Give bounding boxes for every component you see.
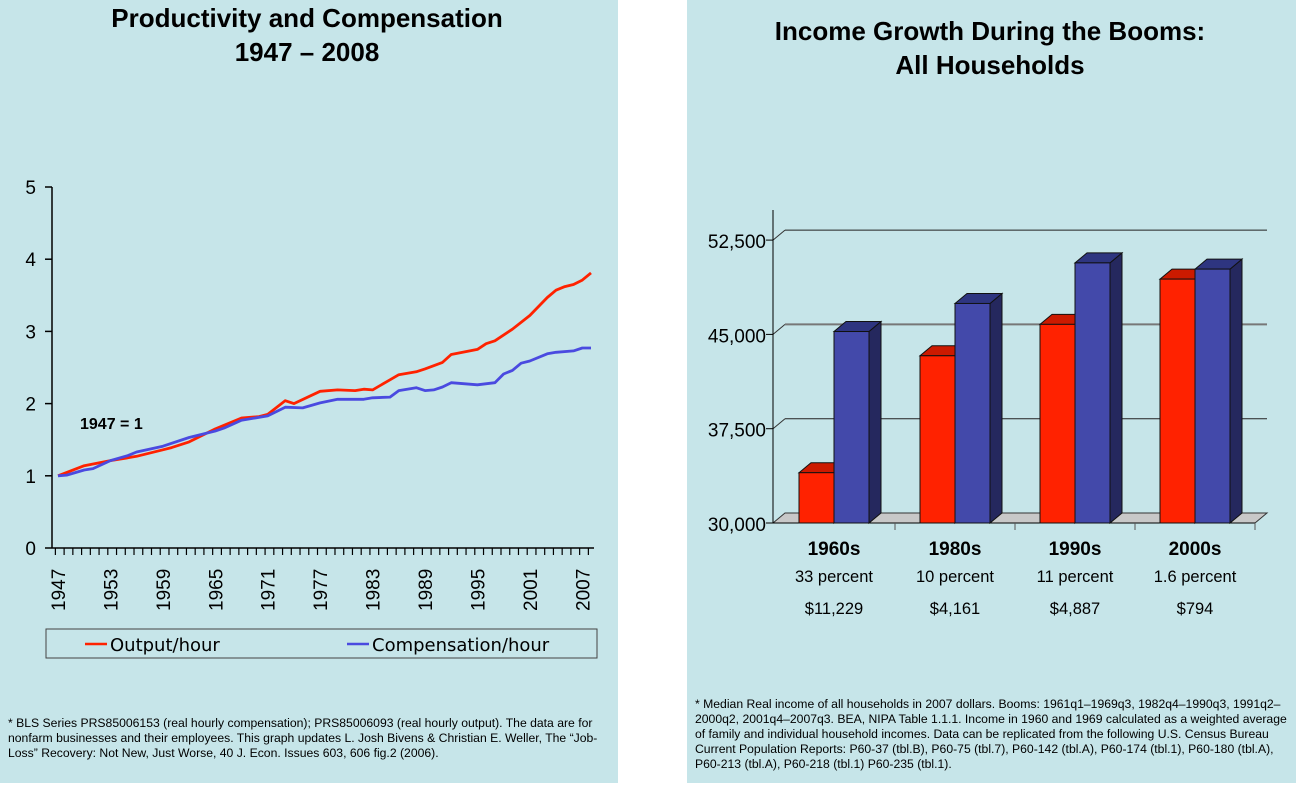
bar-side <box>868 320 882 525</box>
bar-side <box>989 292 1003 525</box>
bar-side <box>1229 258 1243 525</box>
category-growth: 1.6 percent <box>1154 568 1237 586</box>
title-line-2: All Households <box>895 50 1085 80</box>
x-tick-label: 1995 <box>468 569 489 611</box>
chart-title: Income Growth During the Booms: All Hous… <box>687 14 1293 82</box>
category-label: 2000s <box>1169 539 1222 560</box>
y-tick-label: 30,000 <box>708 515 766 536</box>
x-tick-label: 1983 <box>364 569 385 611</box>
category-gain: $794 <box>1177 600 1214 618</box>
category-gain: $4,887 <box>1050 600 1100 618</box>
series-line-compensation <box>57 346 591 478</box>
y-tick-label: 1 <box>25 467 36 488</box>
legend-box <box>45 628 598 659</box>
x-tick-label: 1959 <box>154 569 175 611</box>
category-label: 1960s <box>808 539 861 560</box>
y-tick-label: 3 <box>25 322 36 343</box>
y-tick-label: 5 <box>25 178 36 199</box>
y-tick-label: 2 <box>25 395 36 416</box>
gridline-diagonal <box>772 229 786 241</box>
x-tick-label: 2007 <box>573 569 594 611</box>
title-line-1: Productivity and Compensation <box>111 3 503 33</box>
y-tick-label: 52,500 <box>708 232 766 253</box>
series-line-output <box>57 271 592 478</box>
bar-2000s-blue <box>1194 268 1231 524</box>
bar-1990s-red <box>1039 323 1076 524</box>
y-tick-label: 45,000 <box>708 326 766 347</box>
chart-title: Productivity and Compensation 1947 – 200… <box>0 1 614 69</box>
x-tick-label: 1971 <box>259 569 280 611</box>
bar-1960s-red <box>798 472 835 524</box>
title-line-1: Income Growth During the Booms: <box>774 16 1206 46</box>
bar-side <box>1109 251 1123 525</box>
x-tick-label: 2001 <box>521 569 542 611</box>
y-tick-label: 0 <box>25 539 36 560</box>
category-gain: $11,229 <box>805 600 863 618</box>
title-line-2: 1947 – 2008 <box>234 37 380 67</box>
category-gain: $4,161 <box>930 600 980 618</box>
bar-1990s-blue <box>1074 262 1111 524</box>
bar-2000s-red <box>1159 278 1196 524</box>
category-growth: 11 percent <box>1037 568 1114 586</box>
bar-1980s-red <box>919 355 956 524</box>
category-growth: 33 percent <box>795 568 873 586</box>
x-tick-label: 1989 <box>416 569 437 611</box>
x-tick-label: 1953 <box>101 569 122 611</box>
legend-label: Compensation/hour <box>372 635 550 656</box>
legend-label: Output/hour <box>110 635 220 656</box>
category-label: 1990s <box>1049 539 1102 560</box>
x-tick-label: 1965 <box>206 569 227 611</box>
category-label: 1980s <box>929 539 982 560</box>
footnote: * Median Real income of all households i… <box>695 697 1287 771</box>
footnote: * BLS Series PRS85006153 (real hourly co… <box>8 716 598 760</box>
y-tick-label: 37,500 <box>708 421 766 442</box>
y-tick-label: 4 <box>25 250 36 271</box>
annotation-baseline: 1947 = 1 <box>80 416 143 433</box>
gridline-diagonal <box>772 418 786 430</box>
bar-1960s-blue <box>833 331 870 524</box>
category-growth: 10 percent <box>916 568 994 586</box>
x-tick-label: 1947 <box>49 569 70 611</box>
x-tick-label: 1977 <box>311 569 332 611</box>
gridline-diagonal <box>772 324 786 335</box>
bar-1980s-blue <box>954 302 991 524</box>
productivity-chart-panel: Productivity and Compensation 1947 – 200… <box>0 0 618 783</box>
